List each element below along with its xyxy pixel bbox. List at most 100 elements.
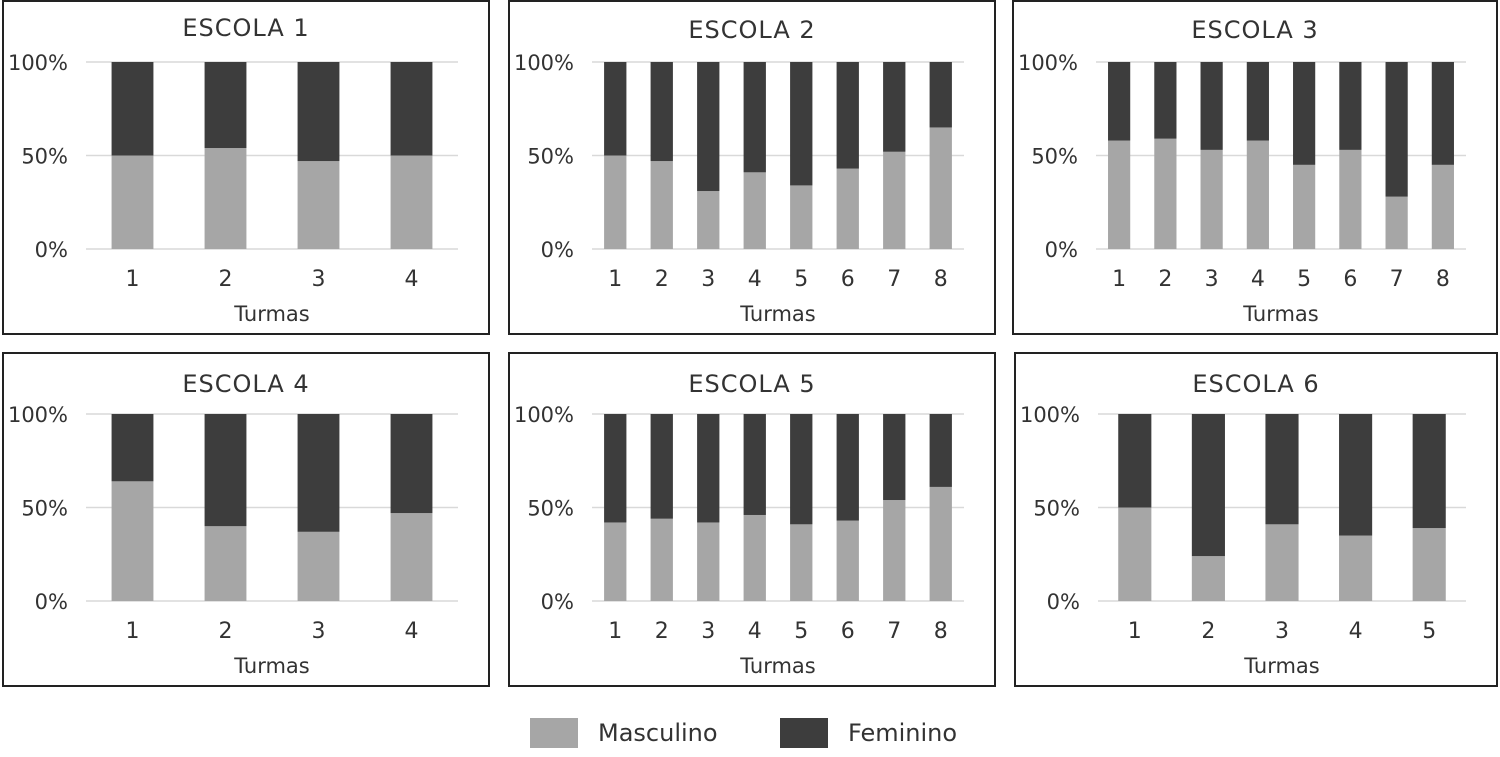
x-tick-label: 4 (748, 267, 762, 292)
bar-segment-masculino (1154, 138, 1177, 249)
bar-segment-feminino (883, 62, 906, 152)
x-tick-label: 2 (219, 267, 233, 292)
bar-segment-feminino (204, 62, 247, 149)
bar-segment-feminino (697, 414, 720, 523)
chart-panel-escola-3: ESCOLA 3 0% 50% 100% 1 2 3 4 5 6 7 8 Turmas (1012, 0, 1498, 335)
x-tick-label: 3 (1205, 267, 1219, 292)
x-tick-label: 6 (841, 619, 855, 644)
x-tick-label: 2 (219, 619, 233, 644)
y-tick-label: 0% (35, 238, 68, 262)
bar-segment-masculino (1246, 140, 1269, 249)
bar-segment-masculino (1200, 149, 1223, 249)
bar-segment-masculino (204, 148, 247, 249)
y-tick-label: 100% (8, 51, 68, 75)
bar-segment-masculino (1265, 524, 1299, 601)
bar-segment-masculino (697, 522, 720, 601)
y-tick-label: 100% (1020, 403, 1080, 427)
chart-panel-escola-2: ESCOLA 2 0% 50% 100% 1 2 3 4 5 6 7 8 Turmas (508, 0, 996, 335)
bar-segment-masculino (883, 500, 906, 601)
x-tick-label: 1 (608, 619, 622, 644)
bar-segment-feminino (604, 62, 627, 156)
bar-segment-masculino (1385, 196, 1408, 249)
bar-segment-feminino (1339, 62, 1362, 150)
bar-segment-masculino (743, 172, 766, 249)
x-axis-label: Turmas (1242, 302, 1318, 326)
x-tick-label: 4 (405, 267, 419, 292)
chart-title: ESCOLA 5 (688, 370, 816, 398)
bar-segment-feminino (650, 414, 673, 519)
bar-segment-feminino (929, 414, 952, 487)
bar-segment-feminino (929, 62, 952, 128)
y-tick-label: 50% (527, 497, 574, 521)
bar-segment-feminino (1108, 62, 1131, 141)
bar-segment-feminino (1385, 62, 1408, 197)
x-tick-label: 4 (748, 619, 762, 644)
bar-segment-masculino (929, 127, 952, 249)
bar-segment-masculino (604, 155, 627, 249)
bar-segment-feminino (1118, 414, 1152, 508)
bar-segment-masculino (836, 520, 859, 601)
x-tick-label: 5 (794, 267, 808, 292)
y-tick-label: 0% (541, 238, 574, 262)
bar-segment-feminino (297, 414, 340, 532)
bar-segment-feminino (650, 62, 673, 162)
bar-segment-masculino (390, 155, 433, 249)
x-axis-label: Turmas (739, 302, 815, 326)
x-tick-label: 2 (655, 619, 669, 644)
bar-segment-feminino (743, 62, 766, 173)
y-tick-label: 0% (1047, 590, 1080, 614)
y-tick-label: 0% (541, 590, 574, 614)
x-axis-label: Turmas (1243, 654, 1319, 678)
chart-plot: 0% 50% 100% 1 2 3 4 5 6 7 8 Turmas (514, 403, 964, 678)
legend-label: Feminino (848, 719, 958, 747)
x-axis-label: Turmas (739, 654, 815, 678)
x-tick-label: 1 (1112, 267, 1126, 292)
x-tick-label: 5 (1422, 619, 1436, 644)
bar-segment-masculino (204, 526, 247, 601)
bar-segment-feminino (1265, 414, 1299, 525)
legend-item-masculino: Masculino (530, 718, 718, 748)
x-tick-label: 7 (1390, 267, 1404, 292)
bar-segment-masculino (790, 524, 813, 601)
bar-segment-feminino (836, 414, 859, 521)
y-tick-label: 100% (514, 51, 574, 75)
bar-segment-feminino (883, 414, 906, 501)
x-tick-label: 3 (312, 619, 326, 644)
x-tick-label: 6 (841, 267, 855, 292)
bar-segment-masculino (111, 481, 154, 601)
legend-swatch-masculino (530, 718, 578, 748)
bar-segment-feminino (604, 414, 627, 523)
bar-segment-masculino (1431, 164, 1454, 249)
bar-segment-feminino (1246, 62, 1269, 141)
x-tick-label: 8 (934, 267, 948, 292)
x-tick-label: 3 (701, 619, 715, 644)
chart-title: ESCOLA 2 (688, 16, 816, 44)
x-tick-label: 1 (608, 267, 622, 292)
bar-segment-masculino (297, 161, 340, 249)
x-tick-label: 6 (1343, 267, 1357, 292)
x-tick-label: 1 (126, 267, 140, 292)
x-tick-label: 4 (1251, 267, 1265, 292)
bar-segment-feminino (1191, 414, 1225, 557)
bar-segment-feminino (1412, 414, 1446, 529)
chart-title: ESCOLA 1 (182, 14, 310, 42)
chart-panel-escola-1: ESCOLA 1 0% 50% 100% 1 2 3 4 Turmas (2, 0, 490, 335)
bar-segment-feminino (111, 414, 154, 482)
legend-label: Masculino (598, 719, 718, 747)
chart-plot: 0% 50% 100% 1 2 3 4 Turmas (8, 403, 458, 678)
chart-plot: 0% 50% 100% 1 2 3 4 5 6 7 8 Turmas (514, 51, 964, 326)
legend-item-feminino: Feminino (780, 718, 957, 748)
x-tick-label: 3 (1275, 619, 1289, 644)
chart-title: ESCOLA 6 (1192, 370, 1320, 398)
x-tick-label: 5 (794, 619, 808, 644)
bar-segment-masculino (1191, 556, 1225, 601)
y-tick-label: 50% (1031, 145, 1078, 169)
bar-segment-masculino (1108, 140, 1131, 249)
bar-segment-masculino (650, 518, 673, 601)
bar-segment-feminino (743, 414, 766, 515)
x-tick-label: 7 (887, 267, 901, 292)
bar-segment-masculino (390, 513, 433, 601)
bar-segment-masculino (1339, 535, 1373, 601)
bar-segment-masculino (883, 151, 906, 249)
x-tick-label: 8 (1436, 267, 1450, 292)
